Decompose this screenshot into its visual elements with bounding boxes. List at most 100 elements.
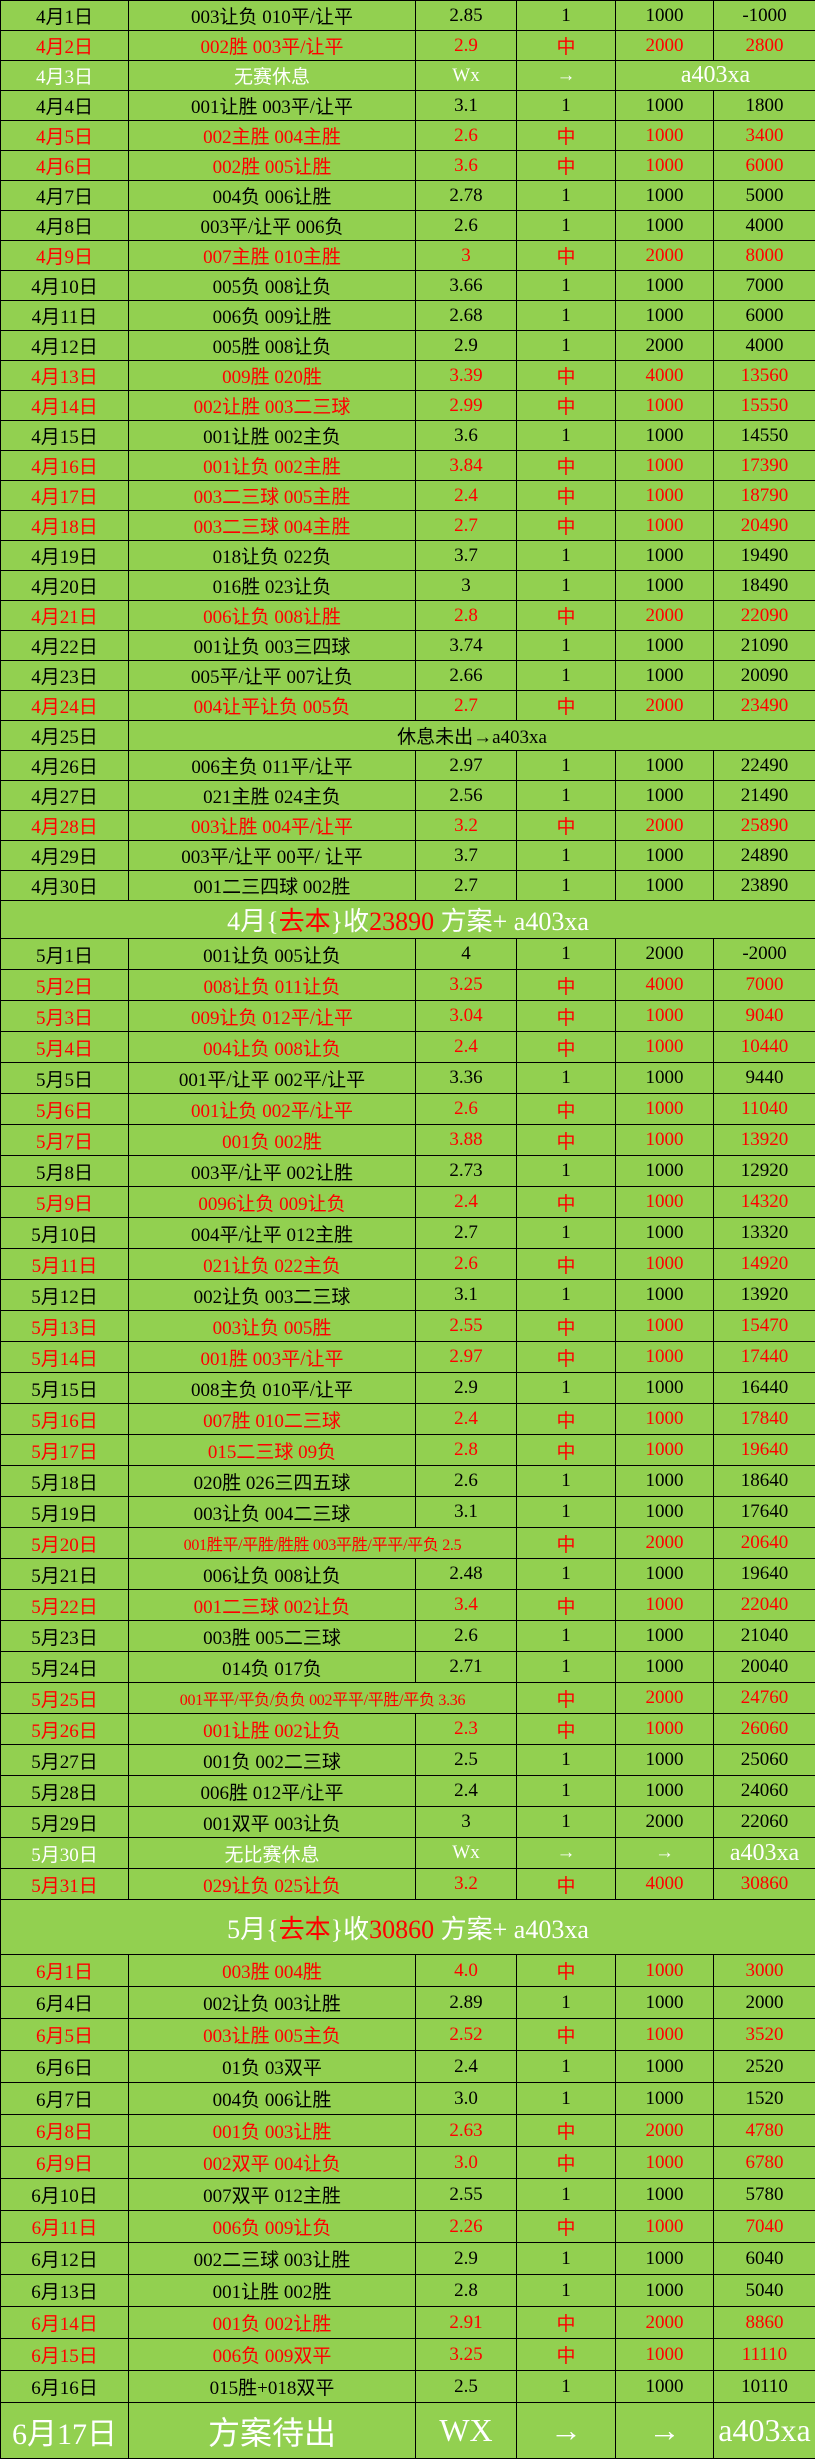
total-cell: 2800	[714, 31, 815, 61]
total-cell: 18490	[714, 571, 815, 601]
date-cell: 6月1日	[1, 1955, 129, 1987]
stake-cell: 1000	[616, 211, 714, 241]
total-cell: 13560	[714, 361, 815, 391]
odds-cell: 2.26	[416, 2211, 517, 2243]
date-cell: 6月7日	[1, 2083, 129, 2115]
date-cell: 4月2日	[1, 31, 129, 61]
odds-cell: 2.6	[416, 1249, 517, 1280]
stake-cell: 1000	[616, 121, 714, 151]
result-cell: 1	[517, 181, 616, 211]
result-cell: 1	[517, 751, 616, 781]
result-cell: 中	[517, 601, 616, 631]
result-cell: 1	[517, 571, 616, 601]
result-cell: 中	[517, 1955, 616, 1987]
stake-cell: 1000	[616, 481, 714, 511]
rest-note-cell: 无比赛休息	[129, 1838, 416, 1869]
result-cell: 中	[517, 451, 616, 481]
result-cell: 1	[517, 331, 616, 361]
result-cell: 1	[517, 1621, 616, 1652]
total-cell: 14920	[714, 1249, 815, 1280]
stake-cell: 1000	[616, 1125, 714, 1156]
date-cell: 5月1日	[1, 939, 129, 970]
stake-cell: 4000	[616, 1869, 714, 1900]
odds-cell: 3.25	[416, 970, 517, 1001]
month-summary-row: 4月{去本}收23890 方案+ a403xa	[1, 901, 815, 939]
result-cell: 1	[517, 2083, 616, 2115]
date-cell: 5月29日	[1, 1807, 129, 1838]
date-cell: 5月4日	[1, 1032, 129, 1063]
pick-cell: 001负 002二三球	[129, 1745, 416, 1776]
odds-cell: 2.85	[416, 1, 517, 31]
total-cell: 8860	[714, 2307, 815, 2339]
pick-cell: 009胜 020胜	[129, 361, 416, 391]
total-cell: 21040	[714, 1621, 815, 1652]
odds-cell: 2.4	[416, 2051, 517, 2083]
date-cell: 6月12日	[1, 2243, 129, 2275]
month-summary-row: 5月{去本}收30860 方案+ a403xa	[1, 1900, 815, 1955]
stake-cell: 1000	[616, 2019, 714, 2051]
result-cell: 1	[517, 1218, 616, 1249]
pick-cell: 003胜 004胜	[129, 1955, 416, 1987]
result-cell: 中	[517, 1528, 616, 1559]
pick-cell: 0096让负 009让负	[129, 1187, 416, 1218]
odds-cell: 3.66	[416, 271, 517, 301]
date-cell: 4月22日	[1, 631, 129, 661]
result-cell: 1	[517, 781, 616, 811]
stake-cell: 1000	[616, 1187, 714, 1218]
total-cell: 3000	[714, 1955, 815, 1987]
stake-cell: 1000	[616, 1652, 714, 1683]
total-cell: 13920	[714, 1125, 815, 1156]
total-cell: 21090	[714, 631, 815, 661]
odds-cell: 3.88	[416, 1125, 517, 1156]
date-cell: 4月18日	[1, 511, 129, 541]
pick-cell: 029让负 025让负	[129, 1869, 416, 1900]
result-cell: 中	[517, 1094, 616, 1125]
stake-cell: 2000	[616, 691, 714, 721]
stake-cell: 1000	[616, 1, 714, 31]
result-cell: 中	[517, 811, 616, 841]
pick-cell: 005胜 008让负	[129, 331, 416, 361]
date-cell: 5月15日	[1, 1373, 129, 1404]
arrow-icon: →	[616, 1838, 714, 1869]
date-cell: 5月19日	[1, 1497, 129, 1528]
date-cell: 4月29日	[1, 841, 129, 871]
pick-cell: 006胜 012平/让平	[129, 1776, 416, 1807]
odds-cell: 4	[416, 939, 517, 970]
date-cell: 4月20日	[1, 571, 129, 601]
odds-cell: 3.84	[416, 451, 517, 481]
result-cell: 中	[517, 2019, 616, 2051]
stake-cell: 1000	[616, 151, 714, 181]
result-cell: 1	[517, 631, 616, 661]
total-cell: 23490	[714, 691, 815, 721]
date-cell: 5月20日	[1, 1528, 129, 1559]
table-row: 4月25日休息未出→a403xa	[1, 721, 815, 751]
code-cell: Wx	[416, 1838, 517, 1869]
date-cell: 4月15日	[1, 421, 129, 451]
result-cell: 1	[517, 1373, 616, 1404]
pick-cell: 014负 017负	[129, 1652, 416, 1683]
date-cell: 4月12日	[1, 331, 129, 361]
stake-cell: 1000	[616, 871, 714, 901]
date-cell: 4月5日	[1, 121, 129, 151]
